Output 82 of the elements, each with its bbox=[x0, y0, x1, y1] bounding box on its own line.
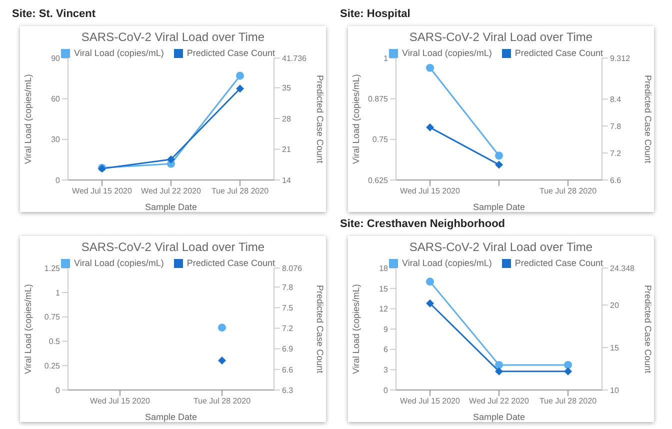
x-axis-title: Sample Date bbox=[472, 202, 526, 212]
x-tick-label: Wed Jul 22 2020 bbox=[469, 396, 530, 406]
y-tick-label: 60 bbox=[51, 94, 61, 104]
chart-subtitle: SARS-CoV-2 Viral Load over Time bbox=[408, 239, 594, 256]
y-tick-label: 30 bbox=[51, 135, 61, 144]
chart-title: Site: Cresthaven Neighborhood bbox=[339, 218, 506, 232]
y-tick-label: 0.625 bbox=[368, 176, 389, 185]
y2-tick-label: 7.2 bbox=[610, 148, 622, 158]
y-tick-label: 12 bbox=[379, 304, 389, 314]
y2-axis-title: Predicted Case Count bbox=[314, 285, 325, 374]
x-axis-title: Sample Date bbox=[472, 412, 526, 422]
x-axis-title: Sample Date bbox=[144, 412, 198, 422]
point bbox=[167, 155, 175, 164]
point bbox=[236, 72, 244, 80]
x-tick-label: Wed Jul 15 2020 bbox=[400, 396, 460, 406]
y-tick-label: 90 bbox=[51, 54, 61, 63]
y2-tick-label: 6.3 bbox=[282, 386, 294, 395]
y2-tick-label: 9.312 bbox=[610, 54, 631, 63]
y-tick-label: 1 bbox=[384, 54, 389, 63]
legend-label: Viral Load (copies/mL) bbox=[74, 48, 164, 58]
y-tick-label: 0 bbox=[56, 176, 61, 185]
y2-tick-label: 28 bbox=[282, 114, 292, 124]
y-tick-label: 18 bbox=[379, 264, 389, 273]
y2-axis-title: Predicted Case Count bbox=[314, 75, 325, 164]
y2-tick-label: 7.2 bbox=[282, 324, 294, 334]
y-tick-label: 0.5 bbox=[48, 337, 61, 346]
y-axis-title: Viral Load (copies/mL) bbox=[23, 74, 34, 164]
y2-tick-label: 10 bbox=[610, 386, 620, 395]
legend-label: Predicted Case Count bbox=[186, 48, 275, 58]
y-axis-title: Viral Load (copies/mL) bbox=[23, 284, 34, 374]
chart-subtitle: SARS-CoV-2 Viral Load over Time bbox=[80, 239, 266, 256]
y-axis-title: Viral Load (copies/mL) bbox=[351, 284, 362, 374]
x-tick-label: Wed Jul 22 2020 bbox=[141, 186, 202, 196]
legend-label: Predicted Case Count bbox=[186, 258, 275, 268]
y2-tick-label: 24.348 bbox=[610, 264, 636, 273]
y2-tick-label: 14 bbox=[282, 176, 292, 185]
x-tick-label: Wed Jul 15 2020 bbox=[72, 186, 132, 196]
x-tick-label: Wed Jul 15 2020 bbox=[400, 186, 460, 196]
legend-label: Viral Load (copies/mL) bbox=[402, 48, 492, 58]
y-tick-label: 0.75 bbox=[44, 312, 61, 322]
y2-tick-label: 35 bbox=[282, 84, 292, 93]
y-tick-label: 15 bbox=[379, 284, 389, 294]
y2-tick-label: 41.736 bbox=[282, 54, 308, 63]
x-tick-label: Tue Jul 28 2020 bbox=[193, 396, 252, 406]
y-axis-title: Viral Load (copies/mL) bbox=[351, 74, 362, 164]
y-tick-label: 0.875 bbox=[368, 94, 389, 104]
y2-axis-title: Predicted Case Count bbox=[642, 75, 653, 164]
x-tick-label: Tue Jul 28 2020 bbox=[211, 186, 270, 196]
y2-tick-label: 8.076 bbox=[282, 264, 303, 273]
x-tick-label: Tue Jul 28 2020 bbox=[539, 186, 598, 196]
y-tick-label: 0.75 bbox=[372, 135, 389, 144]
legend-label: Viral Load (copies/mL) bbox=[74, 258, 164, 268]
legend-label: Viral Load (copies/mL) bbox=[402, 258, 492, 268]
legend-label: Predicted Case Count bbox=[514, 48, 603, 58]
y-tick-label: 0 bbox=[384, 386, 389, 395]
y2-tick-label: 7.8 bbox=[610, 122, 622, 131]
y-tick-label: 3 bbox=[384, 366, 389, 375]
y2-tick-label: 20 bbox=[610, 300, 620, 310]
y-tick-label: 6 bbox=[384, 345, 389, 354]
x-tick-label: Tue Jul 28 2020 bbox=[539, 396, 598, 406]
chart-title: Site: St. Vincent bbox=[11, 8, 97, 22]
y2-tick-label: 6.6 bbox=[282, 365, 294, 374]
legend-label: Predicted Case Count bbox=[514, 258, 603, 268]
point bbox=[236, 84, 244, 93]
chart-subtitle: SARS-CoV-2 Viral Load over Time bbox=[80, 29, 266, 46]
y2-tick-label: 21 bbox=[282, 145, 292, 154]
x-axis-title: Sample Date bbox=[144, 202, 198, 212]
y2-tick-label: 15 bbox=[610, 343, 620, 352]
y2-tick-label: 8.4 bbox=[610, 94, 622, 104]
y2-axis-title: Predicted Case Count bbox=[642, 285, 653, 374]
chart-subtitle: SARS-CoV-2 Viral Load over Time bbox=[408, 29, 594, 46]
y2-tick-label: 7.8 bbox=[282, 282, 294, 292]
y-tick-label: 0 bbox=[56, 386, 61, 395]
y-tick-label: 1.25 bbox=[44, 264, 61, 273]
chart-title: Site: Hospital bbox=[339, 8, 412, 22]
y2-tick-label: 6.9 bbox=[282, 344, 294, 354]
y-tick-label: 1 bbox=[56, 288, 61, 298]
y-tick-label: 9 bbox=[384, 324, 389, 334]
y2-tick-label: 6.6 bbox=[610, 176, 622, 185]
y-tick-label: 0.25 bbox=[44, 361, 61, 370]
y2-tick-label: 7.5 bbox=[282, 303, 294, 312]
x-tick-label: Wed Jul 15 2020 bbox=[90, 396, 150, 406]
